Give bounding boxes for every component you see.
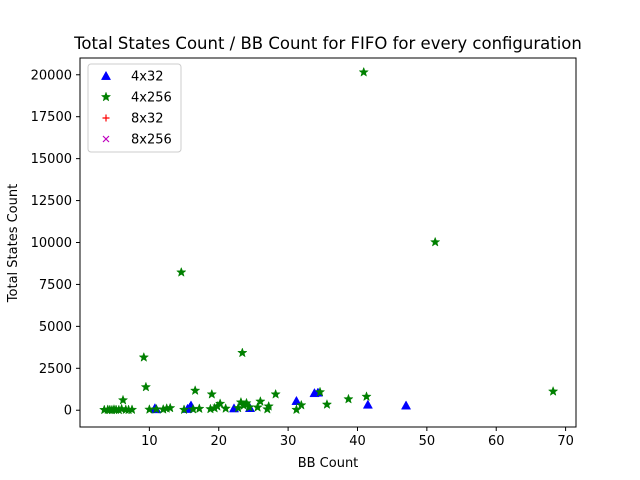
data-point-4x256: [206, 388, 218, 399]
legend-label-8x256: 8x256: [131, 133, 172, 148]
legend-marker-4x32: [100, 70, 112, 80]
data-point-4x256: [321, 398, 333, 409]
y-axis-title: Total States Count: [6, 184, 21, 303]
data-point-4x256: [214, 398, 226, 409]
data-point-4x256: [164, 402, 176, 413]
data-point-4x256: [263, 400, 274, 411]
x-tick-label: 60: [488, 434, 505, 449]
data-point-4x256: [178, 404, 190, 415]
legend-marker-4x256: [100, 91, 112, 102]
y-tick-label: 0: [64, 404, 72, 419]
legend-box: [87, 63, 182, 153]
data-point-4x256: [343, 393, 354, 404]
data-point-4x256: [429, 236, 441, 247]
x-tick-label: 40: [349, 434, 366, 449]
data-point-4x256: [117, 394, 129, 405]
chart-title: Total States Count / BB Count for FIFO f…: [73, 34, 582, 53]
data-point-4x256: [358, 66, 369, 77]
data-point-4x256: [241, 397, 252, 408]
data-point-4x256: [189, 385, 201, 396]
legend-label-8x32: 8x32: [131, 112, 164, 127]
data-point-4x256: [194, 403, 205, 414]
y-tick-label: 15000: [31, 152, 72, 167]
y-tick-label: 5000: [39, 320, 72, 335]
data-point-4x32: [362, 399, 373, 409]
y-tick-label: 2500: [39, 362, 72, 377]
y-axis: 0 2500 5000 7500 10000 12500 15000 17500 20000: [31, 68, 80, 419]
data-points: [99, 66, 559, 415]
data-point-4x256: [140, 381, 152, 392]
x-axis-title: BB Count: [298, 456, 359, 471]
data-point-4x256: [361, 391, 372, 402]
legend-marker-8x32: [102, 114, 110, 122]
legend-label-4x32: 4x32: [131, 70, 164, 85]
legend: 4x32 4x256 8x32 8x256: [87, 63, 182, 153]
x-tick-label: 10: [141, 434, 158, 449]
x-tick-label: 50: [419, 434, 436, 449]
data-point-4x256: [296, 399, 307, 410]
y-tick-label: 20000: [31, 68, 72, 83]
x-axis: 10 20 30 40 50 60 70: [141, 427, 574, 449]
data-point-4x256: [255, 395, 266, 406]
legend-label-4x256: 4x256: [131, 91, 172, 106]
x-tick-label: 70: [557, 434, 574, 449]
y-tick-label: 17500: [31, 110, 72, 125]
data-point-4x256: [252, 401, 263, 412]
y-tick-label: 7500: [39, 278, 72, 293]
data-point-4x256: [547, 385, 559, 396]
x-tick-label: 30: [280, 434, 297, 449]
data-point-4x256: [237, 347, 248, 358]
data-point-4x256: [126, 404, 138, 415]
legend-marker-8x256: [102, 135, 110, 143]
data-point-4x256: [270, 388, 281, 399]
data-point-4x256: [220, 403, 231, 414]
x-tick-label: 20: [210, 434, 227, 449]
y-tick-label: 12500: [31, 194, 72, 209]
data-point-4x256: [314, 386, 326, 397]
y-tick-label: 10000: [31, 236, 72, 251]
data-point-4x256: [138, 351, 150, 362]
data-point-4x256: [176, 266, 187, 277]
data-point-4x32: [401, 400, 412, 410]
